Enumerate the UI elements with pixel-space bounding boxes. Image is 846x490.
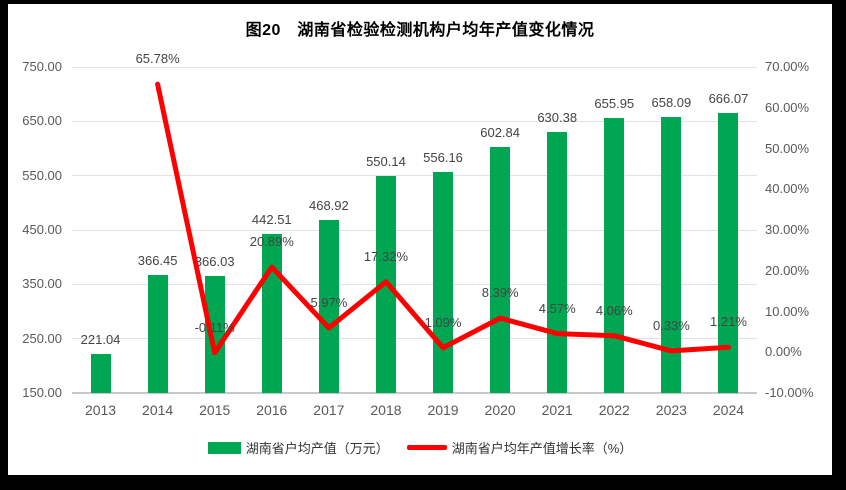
x-axis-tick: 2021 <box>541 402 573 418</box>
legend-label-bar-series: 湖南省户均产值（万元） <box>245 441 389 456</box>
growth-rate-label: 1.21% <box>710 314 747 330</box>
bar-2022 <box>604 118 625 393</box>
legend-label-line-series: 湖南省户均年产值增长率（%） <box>451 441 633 456</box>
right-axis-tick: 20.00% <box>765 262 810 278</box>
left-axis-tick: 250.00 <box>22 330 62 346</box>
legend-item-bar-series: 湖南省户均产值（万元） <box>207 438 389 457</box>
right-axis-tick: 50.00% <box>765 140 810 156</box>
gridline <box>72 283 757 285</box>
bar-2023 <box>661 116 682 393</box>
chart-canvas: 图20 湖南省检验检测机构户均年产值变化情况 150.00 250.00 350.0… <box>8 4 832 475</box>
left-axis-tick: 450.00 <box>22 222 62 237</box>
bar-value-label: 221.04 <box>80 332 121 348</box>
x-axis-tick: 2014 <box>142 402 174 418</box>
x-axis-tick: 2015 <box>199 402 231 418</box>
right-axis-tick: 60.00% <box>765 99 810 115</box>
line-series-swatch-icon <box>406 445 447 450</box>
left-axis-tick: 550.00 <box>22 167 62 183</box>
right-axis-tick: 30.00% <box>765 222 810 237</box>
gridline <box>72 175 757 177</box>
gridline <box>72 120 757 122</box>
left-axis-tick: 750.00 <box>22 59 62 74</box>
bar-2019 <box>433 172 454 393</box>
x-axis-tick: 2023 <box>655 402 687 418</box>
chart-title: 图20 湖南省检验检测机构户均年产值变化情况 <box>245 22 595 39</box>
growth-rate-label: -0.11% <box>194 319 235 335</box>
right-axis-tick: 70.00% <box>765 59 810 74</box>
plot-area: 150.00 250.00 350.00 450.00 550.00 650.00 750.… <box>8 4 832 475</box>
growth-rate-label: 8.39% <box>481 285 519 301</box>
bar-value-label: 666.07 <box>708 90 749 106</box>
growth-rate-label: 0.33% <box>652 317 690 333</box>
x-axis-tick: 2019 <box>427 402 459 418</box>
growth-rate-label: 4.57% <box>538 300 576 316</box>
bar-value-label: 442.51 <box>251 212 292 228</box>
growth-rate-label: 1.09% <box>424 314 462 330</box>
x-axis-tick: 2020 <box>484 402 516 418</box>
x-axis-tick: 2017 <box>313 402 345 418</box>
gridline <box>72 229 757 231</box>
bar-value-label: 366.03 <box>194 253 235 269</box>
growth-rate-label: 20.89% <box>249 234 294 250</box>
left-axis-tick: 650.00 <box>22 113 62 129</box>
x-axis-tick: 2018 <box>370 402 402 418</box>
bar-value-label: 602.84 <box>480 124 520 140</box>
left-axis-tick: 350.00 <box>22 276 62 292</box>
bar-2014 <box>147 275 168 393</box>
bar-2020 <box>490 146 511 393</box>
x-axis-tick: 2024 <box>712 402 745 418</box>
growth-rate-label: 17.32% <box>363 248 408 264</box>
x-axis-line <box>72 392 757 394</box>
x-axis-tick: 2022 <box>598 402 630 418</box>
bar-2016 <box>261 234 282 393</box>
right-axis-tick: -10.00% <box>765 385 814 400</box>
legend-item-line-series: 湖南省户均年产值增长率（%） <box>406 438 633 457</box>
bar-value-label: 630.38 <box>537 109 578 125</box>
right-axis-tick: 40.00% <box>765 181 810 197</box>
bar-value-label: 468.92 <box>308 197 349 213</box>
growth-rate-label: 4.06% <box>595 302 633 318</box>
bar-2021 <box>547 131 568 393</box>
bar-2024 <box>718 112 739 393</box>
gridline <box>72 338 757 340</box>
bar-value-label: 556.16 <box>423 150 463 166</box>
bar-2013 <box>90 354 111 393</box>
bar-series-swatch-icon <box>207 441 241 454</box>
right-axis-tick: 0.00% <box>765 344 802 360</box>
gridline <box>72 66 757 68</box>
right-axis-tick: 10.00% <box>765 303 810 319</box>
left-axis-tick: 150.00 <box>22 385 62 400</box>
legend: 湖南省户均产值（万元） 湖南省户均年产值增长率（%） <box>8 438 832 457</box>
growth-rate-label: 5.97% <box>310 294 348 310</box>
bar-2018 <box>375 175 396 393</box>
growth-rate-label: 65.78% <box>135 51 180 67</box>
x-axis-tick: 2013 <box>84 402 117 418</box>
x-axis-tick: 2016 <box>256 402 288 418</box>
